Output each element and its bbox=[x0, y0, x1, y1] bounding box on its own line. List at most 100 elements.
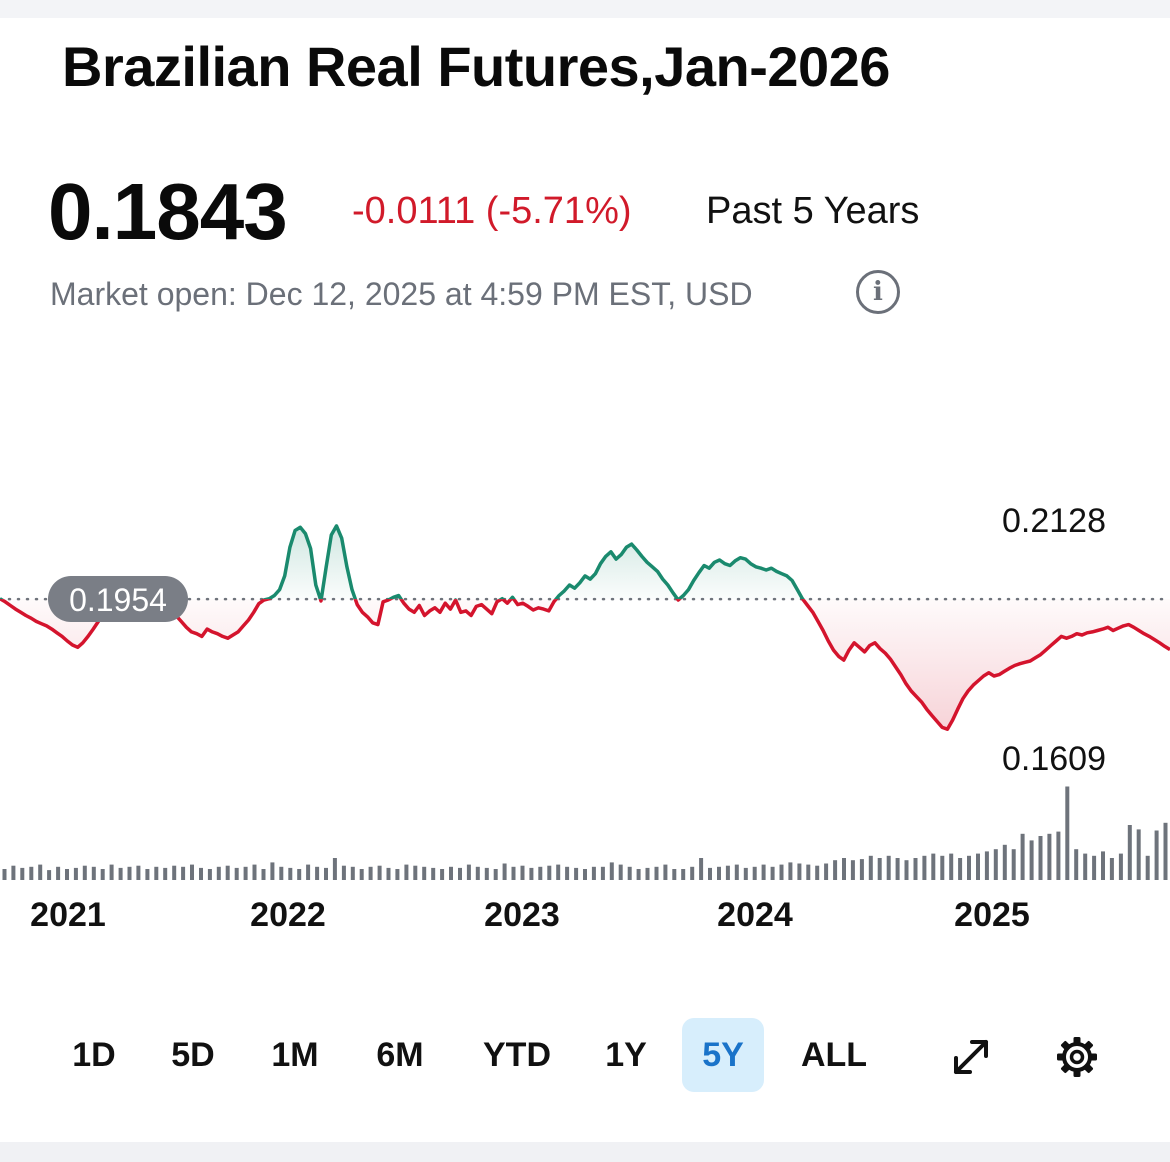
volume-bar bbox=[47, 870, 52, 880]
volume-bar bbox=[850, 860, 855, 880]
x-tick-label: 2023 bbox=[484, 896, 560, 934]
volume-bar bbox=[154, 866, 159, 880]
volume-bar bbox=[734, 864, 739, 880]
volume-bar bbox=[1029, 840, 1034, 880]
volume-bar bbox=[752, 866, 757, 880]
volume-bar bbox=[1101, 851, 1105, 880]
volume-bar bbox=[663, 864, 668, 880]
range-button-1d[interactable]: 1D bbox=[72, 1036, 116, 1074]
volume-bar bbox=[484, 867, 489, 880]
volume-bar bbox=[324, 867, 328, 880]
volume-bar bbox=[199, 867, 203, 880]
price-chart[interactable]: 0.1954 0.2128 0.1609 2021 2022 2023 2024 202… bbox=[0, 0, 1170, 960]
volume-bar bbox=[788, 862, 793, 880]
volume-bar bbox=[288, 867, 293, 880]
range-button-5d[interactable]: 5D bbox=[171, 1036, 215, 1074]
volume-bar bbox=[1047, 833, 1052, 880]
volume-bar bbox=[404, 864, 409, 880]
volume-bar bbox=[699, 858, 704, 880]
volume-bar bbox=[806, 864, 811, 880]
volume-bar bbox=[475, 866, 480, 880]
volume-bar bbox=[82, 865, 87, 880]
volume-bar bbox=[440, 869, 445, 880]
range-button-all[interactable]: ALL bbox=[800, 1036, 868, 1074]
volume-bar bbox=[672, 869, 677, 880]
volume-bar bbox=[466, 864, 471, 880]
volume-bar bbox=[207, 869, 212, 880]
volume-bar bbox=[940, 855, 945, 880]
volume-bar bbox=[431, 867, 436, 880]
volume-bar bbox=[234, 867, 239, 880]
volume-bar bbox=[886, 855, 891, 880]
volume-bar bbox=[681, 869, 686, 880]
volume-bar bbox=[493, 869, 498, 880]
volume-bar bbox=[1002, 844, 1007, 880]
volume-bar bbox=[1127, 825, 1132, 880]
range-button-6m[interactable]: 6M bbox=[376, 1036, 424, 1074]
volume-bar bbox=[359, 869, 364, 880]
volume-bar bbox=[976, 853, 980, 880]
area-below-fill bbox=[0, 599, 1170, 730]
low-label: 0.1609 bbox=[1002, 740, 1106, 778]
volume-bar bbox=[725, 865, 730, 880]
volume-bar bbox=[708, 867, 712, 880]
volume-bar bbox=[1083, 853, 1088, 880]
period-label: Past 5 Years bbox=[706, 190, 920, 232]
x-axis-labels: 2021 2022 2023 2024 2025 bbox=[30, 896, 1030, 934]
volume-bar bbox=[538, 866, 543, 880]
chart-area-fill bbox=[0, 525, 1170, 730]
volume-bar bbox=[2, 869, 7, 880]
price-change: -0.0111 (-5.71%) bbox=[352, 190, 632, 232]
volume-bar bbox=[73, 867, 78, 880]
volume-bar bbox=[547, 865, 552, 880]
volume-bar bbox=[815, 865, 820, 880]
volume-bar bbox=[38, 864, 43, 880]
volume-bar bbox=[654, 866, 659, 880]
volume-bar bbox=[1145, 855, 1150, 880]
volume-bar bbox=[931, 853, 936, 880]
volume-bar bbox=[511, 866, 516, 880]
x-tick-label: 2024 bbox=[717, 896, 793, 934]
volume-bar bbox=[1056, 831, 1061, 880]
volume-bar bbox=[690, 866, 695, 880]
reference-label: 0.1954 bbox=[69, 582, 167, 618]
volume-bar bbox=[1065, 786, 1070, 880]
expand-icon[interactable] bbox=[948, 1034, 994, 1080]
range-button-5y[interactable]: 5Y bbox=[682, 1018, 764, 1092]
volume-bar bbox=[1154, 830, 1159, 880]
volume-bar bbox=[368, 866, 373, 880]
volume-bar bbox=[627, 866, 632, 880]
volume-bar bbox=[502, 863, 507, 880]
range-button-ytd[interactable]: YTD bbox=[483, 1036, 551, 1074]
info-circle-icon[interactable]: i bbox=[856, 270, 900, 314]
volume-bar bbox=[565, 866, 570, 880]
last-price: 0.1843 bbox=[48, 167, 288, 256]
volume-bar bbox=[556, 864, 561, 880]
volume-bar bbox=[1136, 829, 1141, 880]
range-button-1y[interactable]: 1Y bbox=[605, 1036, 647, 1074]
gear-icon[interactable] bbox=[1054, 1034, 1100, 1080]
volume-bar bbox=[967, 855, 971, 880]
volume-bar bbox=[190, 864, 194, 880]
volume-bar bbox=[109, 864, 114, 880]
volume-bar bbox=[270, 862, 275, 880]
volume-bar bbox=[216, 866, 221, 880]
volume-bar bbox=[395, 869, 400, 880]
volume-bar bbox=[306, 864, 311, 880]
range-button-1m[interactable]: 1M bbox=[271, 1036, 319, 1074]
volume-bar bbox=[1020, 833, 1025, 880]
volume-bar bbox=[350, 866, 355, 880]
volume-bar bbox=[1092, 855, 1097, 880]
volume-bar bbox=[842, 858, 846, 880]
volume-bar bbox=[859, 859, 864, 880]
volume-bar bbox=[145, 869, 150, 880]
area-below-line bbox=[0, 599, 1170, 731]
volume-bar bbox=[377, 865, 382, 880]
volume-bar bbox=[243, 866, 248, 880]
volume-bar bbox=[136, 865, 141, 880]
volume-bar bbox=[225, 865, 230, 880]
volume-bar bbox=[118, 867, 123, 880]
volume-bar bbox=[163, 867, 168, 880]
volume-bar bbox=[1074, 849, 1079, 880]
volume-bar bbox=[261, 869, 266, 880]
